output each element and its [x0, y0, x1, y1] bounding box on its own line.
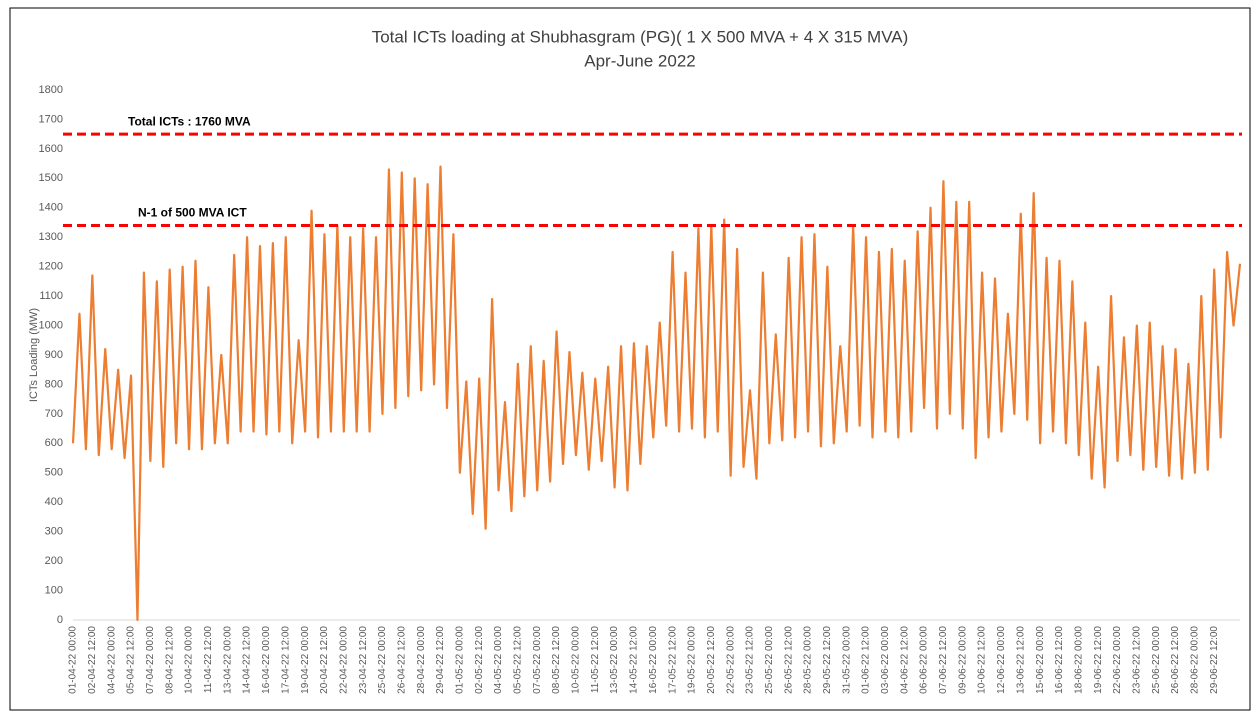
- data-line: [71, 165, 1242, 622]
- x-tick-label: 01-06-22 12:00: [861, 626, 872, 694]
- x-tick-label: 28-05-22 00:00: [803, 626, 814, 694]
- x-tick-label: 20-05-22 12:00: [706, 626, 717, 694]
- x-tick-label: 14-05-22 12:00: [629, 626, 640, 694]
- x-tick-label: 04-04-22 00:00: [106, 626, 117, 694]
- y-tick-label: 1400: [39, 202, 63, 214]
- y-tick-label: 900: [45, 349, 63, 361]
- x-tick-label: 03-06-22 00:00: [880, 626, 891, 694]
- y-tick-label: 1300: [39, 231, 63, 243]
- y-tick-label: 1100: [39, 290, 63, 302]
- x-tick-label: 22-05-22 00:00: [725, 626, 736, 694]
- chart-title: Total ICTs loading at Shubhasgram (PG)( …: [372, 27, 909, 46]
- x-tick-label: 13-06-22 12:00: [1015, 626, 1026, 694]
- x-tick-label: 02-04-22 12:00: [87, 626, 98, 694]
- x-tick-label: 23-04-22 12:00: [358, 626, 369, 694]
- x-tick-label: 15-06-22 00:00: [1035, 626, 1046, 694]
- x-tick-label: 17-05-22 12:00: [667, 626, 678, 694]
- x-tick-label: 12-06-22 00:00: [996, 626, 1007, 694]
- x-tick-label: 02-05-22 12:00: [474, 626, 485, 694]
- x-tick-label: 17-04-22 12:00: [280, 626, 291, 694]
- y-tick-label: 700: [45, 408, 63, 420]
- x-tick-label: 16-05-22 00:00: [648, 626, 659, 694]
- x-tick-label: 11-05-22 12:00: [590, 626, 601, 694]
- y-tick-label: 800: [45, 378, 63, 390]
- x-tick-label: 19-06-22 12:00: [1093, 626, 1104, 694]
- x-tick-label: 04-05-22 00:00: [493, 626, 504, 694]
- x-tick-label: 01-04-22 00:00: [68, 626, 79, 694]
- x-tick-label: 08-05-22 12:00: [551, 626, 562, 694]
- x-tick-label: 10-06-22 12:00: [977, 626, 988, 694]
- x-tick-label: 10-04-22 00:00: [184, 626, 195, 694]
- y-tick-label: 500: [45, 467, 63, 479]
- y-tick-label: 600: [45, 437, 63, 449]
- y-tick-label: 300: [45, 526, 63, 538]
- x-tick-label: 22-04-22 00:00: [338, 626, 349, 694]
- x-tick-label: 08-04-22 12:00: [164, 626, 175, 694]
- x-tick-label: 22-06-22 00:00: [1112, 626, 1123, 694]
- x-tick-label: 25-04-22 00:00: [377, 626, 388, 694]
- y-tick-label: 1500: [39, 172, 63, 184]
- x-tick-label: 25-05-22 00:00: [764, 626, 775, 694]
- y-tick-label: 200: [45, 555, 63, 567]
- reference-label: N-1 of 500 MVA ICT: [138, 206, 247, 220]
- x-tick-label: 07-04-22 00:00: [145, 626, 156, 694]
- x-tick-label: 26-04-22 12:00: [396, 626, 407, 694]
- x-tick-label: 10-05-22 00:00: [571, 626, 582, 694]
- x-tick-label: 16-04-22 00:00: [261, 626, 272, 694]
- y-tick-label: 1800: [39, 84, 63, 96]
- y-tick-label: 1200: [39, 261, 63, 273]
- x-tick-label: 26-05-22 12:00: [783, 626, 794, 694]
- y-tick-label: 1700: [39, 113, 63, 125]
- x-tick-label: 19-04-22 00:00: [300, 626, 311, 694]
- x-tick-label: 14-04-22 12:00: [242, 626, 253, 694]
- x-tick-label: 07-06-22 12:00: [938, 626, 949, 694]
- x-tick-label: 05-04-22 12:00: [126, 626, 137, 694]
- x-tick-label: 13-05-22 00:00: [609, 626, 620, 694]
- x-tick-label: 16-06-22 12:00: [1054, 626, 1065, 694]
- x-tick-label: 29-04-22 12:00: [435, 626, 446, 694]
- x-tick-label: 23-06-22 12:00: [1131, 626, 1142, 694]
- x-tick-label: 19-05-22 00:00: [687, 626, 698, 694]
- x-tick-label: 18-06-22 00:00: [1073, 626, 1084, 694]
- x-tick-label: 31-05-22 00:00: [841, 626, 852, 694]
- y-axis-label: ICTs Loading (MW): [28, 308, 40, 402]
- y-tick-label: 1600: [39, 143, 63, 155]
- x-tick-label: 06-06-22 00:00: [919, 626, 930, 694]
- y-tick-label: 0: [57, 614, 63, 626]
- x-tick-label: 20-04-22 12:00: [319, 626, 330, 694]
- x-tick-label: 26-06-22 12:00: [1170, 626, 1181, 694]
- x-tick-label: 28-06-22 00:00: [1190, 626, 1201, 694]
- y-tick-label: 400: [45, 496, 63, 508]
- x-tick-label: 23-05-22 12:00: [745, 626, 756, 694]
- y-tick-label: 1000: [39, 319, 63, 331]
- x-tick-label: 11-04-22 12:00: [203, 626, 214, 694]
- x-tick-label: 07-05-22 00:00: [532, 626, 543, 694]
- x-tick-label: 09-06-22 00:00: [957, 626, 968, 694]
- reference-label: Total ICTs : 1760 MVA: [128, 114, 251, 128]
- x-tick-label: 25-06-22 00:00: [1151, 626, 1162, 694]
- chart-subtitle: Apr-June 2022: [584, 51, 696, 70]
- x-tick-label: 29-05-22 12:00: [822, 626, 833, 694]
- x-tick-label: 04-06-22 12:00: [899, 626, 910, 694]
- y-tick-label: 100: [45, 584, 63, 596]
- x-tick-label: 01-05-22 00:00: [454, 626, 465, 694]
- x-tick-label: 05-05-22 12:00: [513, 626, 524, 694]
- x-tick-label: 28-04-22 00:00: [416, 626, 427, 694]
- x-tick-label: 29-06-22 12:00: [1209, 626, 1220, 694]
- x-tick-label: 13-04-22 00:00: [222, 626, 233, 694]
